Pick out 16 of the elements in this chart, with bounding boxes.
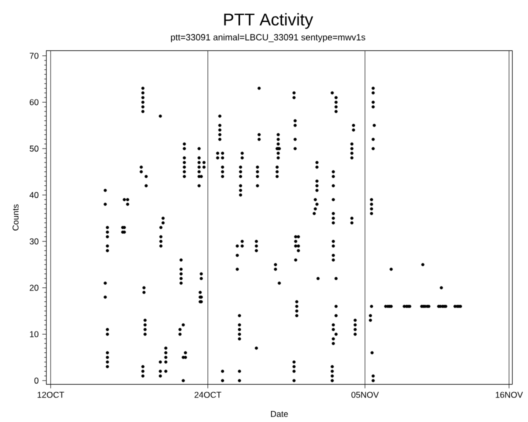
y-tick-label: 60 bbox=[30, 99, 38, 106]
y-tick-label: 40 bbox=[30, 192, 38, 198]
x-tick-label: 24OCT bbox=[194, 392, 222, 398]
x-axis-title: Date bbox=[271, 411, 288, 417]
y-tick-label: 0 bbox=[34, 378, 38, 384]
y-tick-label: 50 bbox=[30, 146, 38, 152]
x-tick-label: 05NOV bbox=[351, 392, 379, 398]
y-tick-label: 10 bbox=[30, 331, 38, 338]
y-axis-title: Counts bbox=[12, 204, 19, 230]
chart-subtitle: ptt=33091 animal=LBCU_33091 sentype=mwv1s bbox=[171, 34, 366, 42]
x-tick-label: 12OCT bbox=[38, 392, 64, 398]
y-tick-label: 30 bbox=[30, 238, 38, 244]
y-tick-label: 70 bbox=[30, 52, 38, 59]
y-tick-label: 20 bbox=[30, 284, 38, 291]
x-tick-label: 16NOV bbox=[496, 392, 523, 398]
chart-title: PTT Activity bbox=[224, 13, 314, 29]
